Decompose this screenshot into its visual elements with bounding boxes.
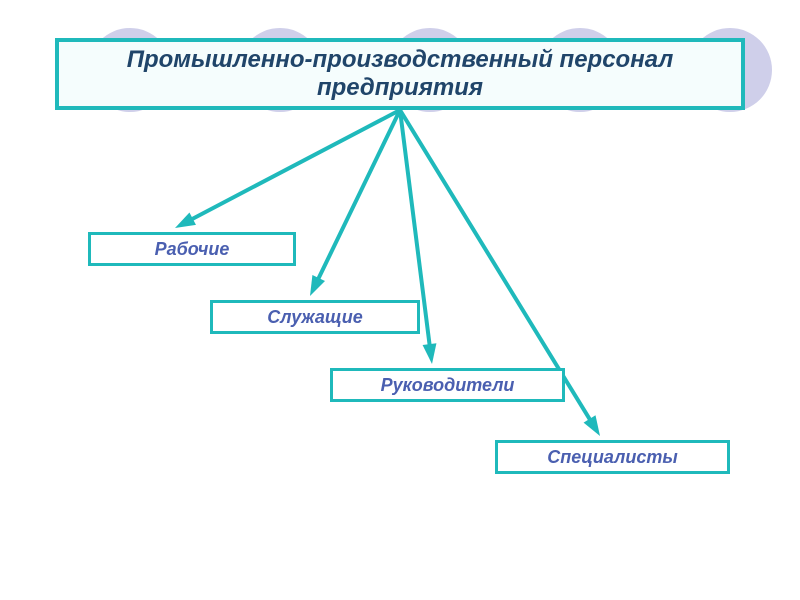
- child-box: Специалисты: [495, 440, 730, 474]
- child-box: Служащие: [210, 300, 420, 334]
- title-box: Промышленно-производственный персонал пр…: [55, 38, 745, 110]
- child-box-label: Руководители: [381, 375, 515, 396]
- title-line-2: предприятия: [317, 74, 483, 101]
- child-box: Руководители: [330, 368, 565, 402]
- child-box-label: Рабочие: [155, 239, 230, 260]
- title-line-1: Промышленно-производственный персонал: [127, 46, 674, 73]
- arrow: [175, 110, 400, 228]
- child-box-label: Служащие: [267, 307, 363, 328]
- child-box-label: Специалисты: [547, 447, 677, 468]
- child-box: Рабочие: [88, 232, 296, 266]
- arrow: [310, 110, 400, 296]
